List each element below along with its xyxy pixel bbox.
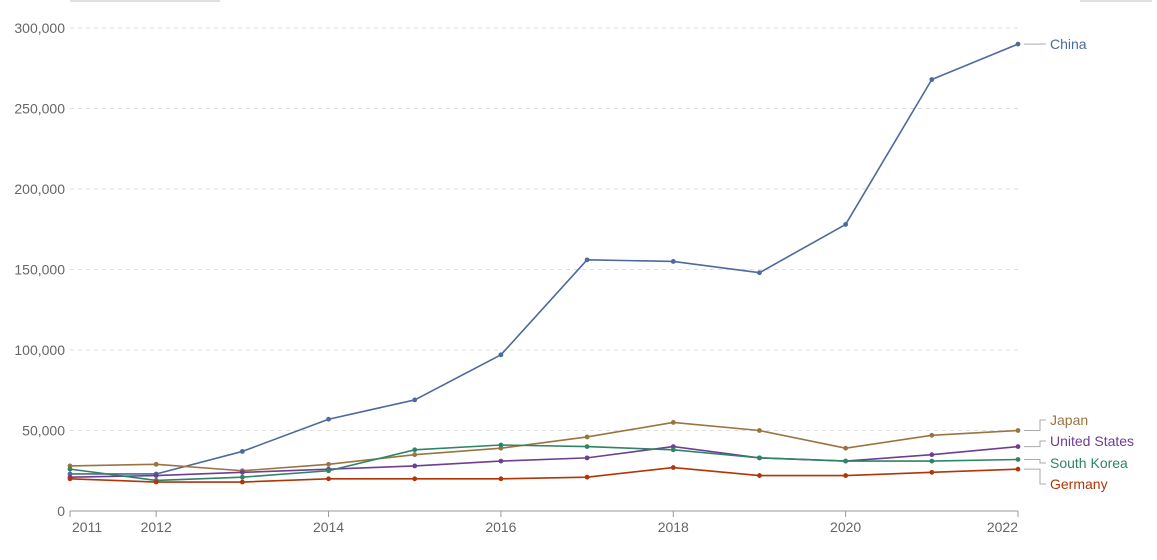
legend-label-south-korea: South Korea (1050, 455, 1128, 471)
point-germany-2015 (412, 476, 418, 482)
x-tick-label-2022: 2022 (987, 519, 1018, 535)
point-germany-2017 (584, 474, 590, 480)
x-tick-label-2016: 2016 (485, 519, 516, 535)
legend-labels: China Japan United States South Korea German… (1024, 36, 1134, 492)
grid-layer (70, 27, 1018, 431)
point-china-2019 (757, 270, 762, 276)
legend-label-japan: Japan (1050, 412, 1088, 428)
point-united-states-2013 (239, 469, 245, 475)
point-china-2013 (239, 449, 245, 454)
point-germany-2014 (326, 476, 331, 482)
point-south-korea-2018 (670, 447, 676, 453)
point-germany-2011 (67, 476, 73, 482)
point-china-2018 (670, 259, 676, 264)
point-south-korea-2016 (498, 442, 504, 448)
point-japan-2020 (843, 445, 849, 451)
axis-layer: 0 50,000 100,000 150,000 200,000 250,000 300,0… (14, 20, 1019, 535)
point-china-2014 (326, 416, 331, 422)
point-japan-2022 (1015, 428, 1021, 433)
top-left-strip (70, 0, 220, 2)
point-germany-2019 (757, 473, 762, 478)
legend-label-united-states: United States (1050, 433, 1134, 449)
point-japan-2021 (929, 432, 935, 438)
point-japan-2012 (153, 461, 159, 467)
y-tick-label-50000: 50,000 (22, 423, 65, 439)
point-japan-2017 (584, 434, 590, 440)
point-china-2015 (412, 397, 418, 403)
top-right-strip (1080, 0, 1152, 2)
y-tick-label-100000: 100,000 (14, 342, 65, 358)
point-south-korea-2013 (239, 474, 245, 480)
point-china-2021 (929, 77, 935, 82)
x-tick-label-2012: 2012 (141, 519, 172, 535)
series-line-japan (69, 421, 1019, 472)
point-united-states-2017 (584, 455, 590, 461)
leader-line-south-korea (1024, 458, 1046, 464)
point-germany-2020 (843, 473, 849, 478)
point-united-states-2022 (1015, 444, 1021, 449)
x-tick-label-2011: 2011 (72, 519, 102, 535)
legend-label-china: China (1050, 36, 1087, 52)
point-china-2022 (1015, 41, 1021, 47)
point-south-korea-2021 (929, 458, 935, 464)
point-south-korea-2017 (584, 444, 590, 449)
point-germany-2022 (1015, 466, 1021, 472)
y-tick-label-250000: 250,000 (14, 101, 65, 117)
point-united-states-2016 (498, 458, 504, 464)
point-south-korea-2015 (412, 447, 418, 453)
point-china-2017 (584, 257, 590, 263)
point-china-2016 (498, 352, 504, 358)
y-tick-label-300000: 300,000 (14, 20, 65, 36)
point-germany-2018 (670, 465, 676, 470)
legend-label-germany: Germany (1050, 476, 1108, 492)
point-united-states-2015 (412, 463, 418, 469)
leader-line-germany (1024, 468, 1046, 485)
point-south-korea-2014 (326, 468, 331, 474)
point-united-states-2012 (153, 473, 159, 478)
point-south-korea-2011 (67, 466, 73, 472)
point-south-korea-2020 (843, 458, 849, 464)
point-japan-2018 (670, 420, 676, 425)
point-china-2020 (843, 222, 849, 227)
point-united-states-2021 (929, 452, 935, 458)
point-germany-2012 (153, 479, 159, 485)
x-tick-label-2014: 2014 (313, 519, 344, 535)
series-line-united-states (69, 445, 1019, 478)
y-tick-label-200000: 200,000 (14, 181, 65, 197)
point-south-korea-2022 (1015, 457, 1021, 462)
series-layer (67, 41, 1021, 485)
leader-line-japan (1024, 419, 1046, 431)
point-south-korea-2019 (757, 455, 762, 461)
leader-line-united-states (1024, 440, 1046, 448)
y-tick-label-150000: 150,000 (14, 262, 65, 278)
point-japan-2014 (326, 461, 331, 467)
series-line-germany (69, 466, 1019, 483)
point-germany-2013 (239, 479, 245, 485)
x-tick-label-2018: 2018 (658, 519, 689, 535)
point-germany-2021 (929, 469, 935, 475)
point-japan-2019 (757, 428, 762, 433)
x-tick-label-2020: 2020 (830, 519, 861, 535)
point-germany-2016 (498, 476, 504, 482)
point-japan-2015 (412, 452, 418, 458)
y-tick-label-0: 0 (57, 503, 65, 519)
series-line-south-korea (69, 444, 1019, 482)
series-line-china (70, 43, 1019, 475)
